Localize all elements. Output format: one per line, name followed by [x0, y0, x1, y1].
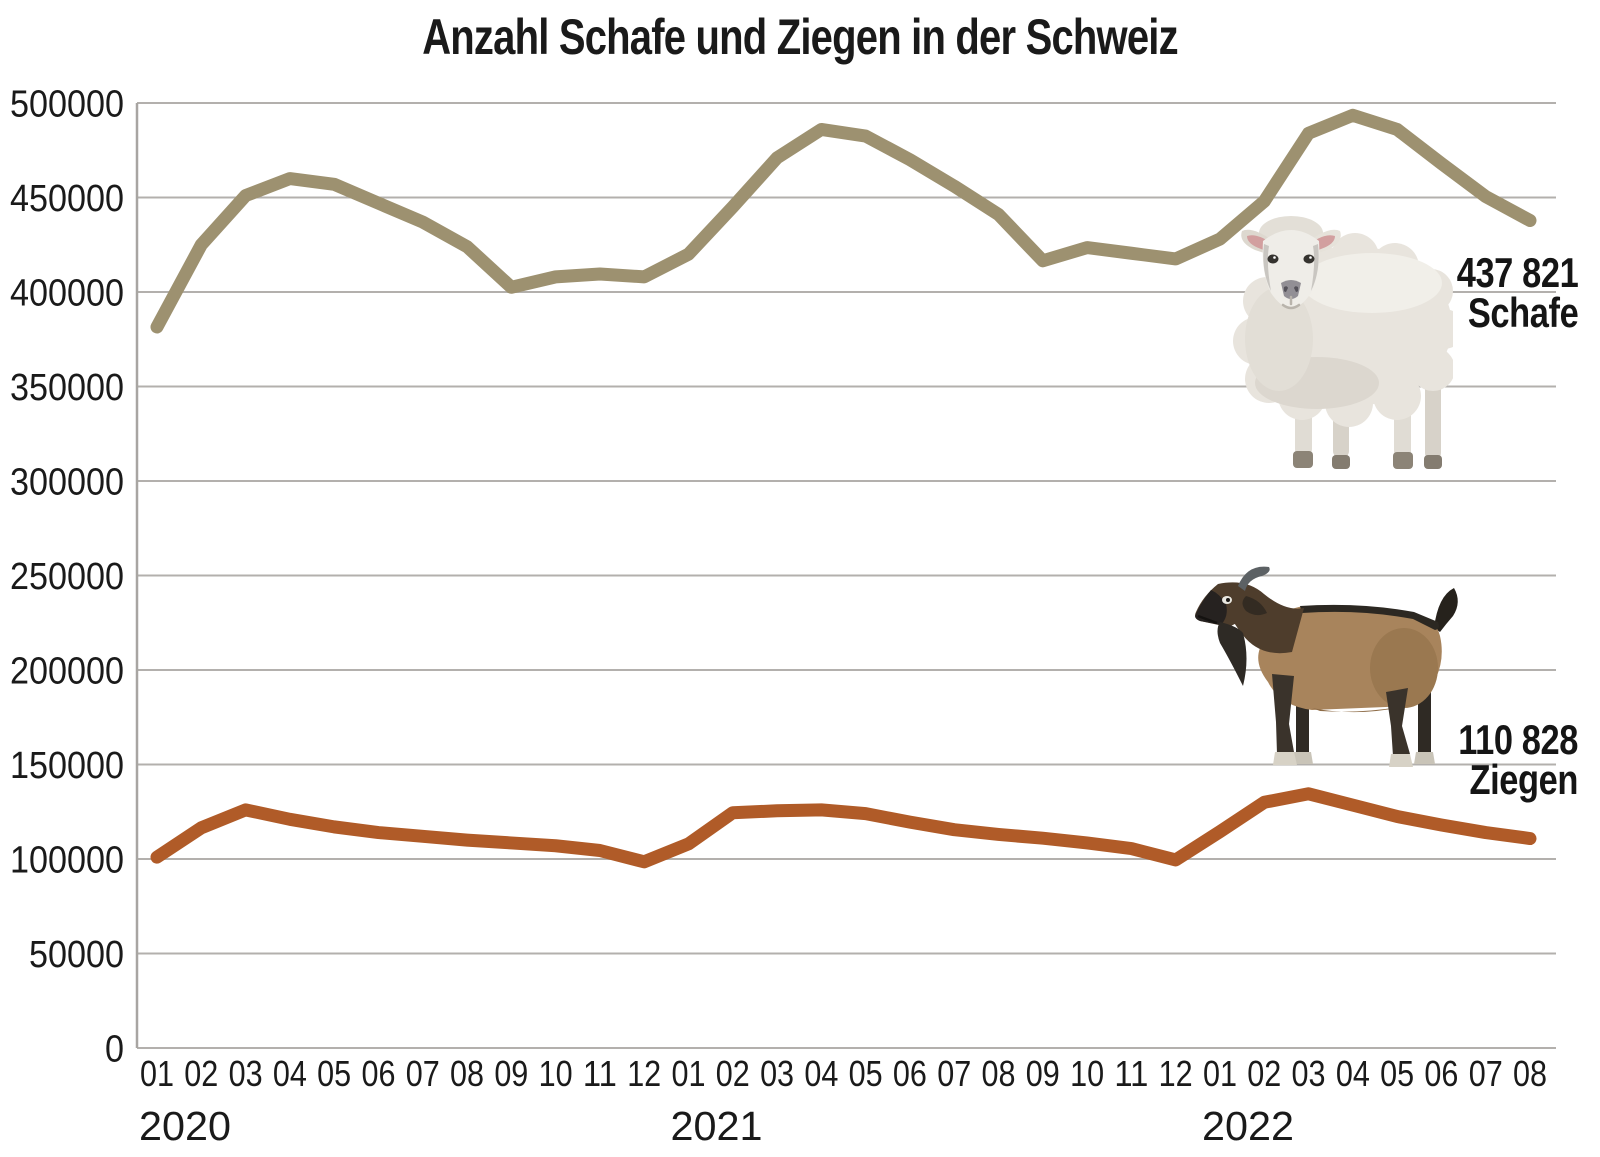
x-tick-label: 04	[273, 1053, 307, 1094]
x-tick-label: 01	[140, 1053, 174, 1094]
y-tick-label: 500000	[10, 84, 124, 126]
x-tick-label: 07	[1469, 1053, 1503, 1094]
goat-count-label: 110 828 Ziegen	[1458, 716, 1578, 803]
series-line-schafe	[150, 108, 1537, 334]
goat-count-series: Ziegen	[1469, 756, 1578, 803]
x-tick-label: 06	[893, 1053, 927, 1094]
x-tick-label: 09	[494, 1053, 528, 1094]
x-tick-label: 11	[1114, 1053, 1148, 1094]
x-tick-label: 08	[982, 1053, 1016, 1094]
goat-illustration	[1195, 566, 1458, 767]
x-tick-label: 06	[361, 1053, 395, 1094]
x-tick-label: 02	[1247, 1053, 1281, 1094]
y-tick-label: 0	[105, 1029, 124, 1071]
x-tick-label: 03	[1292, 1053, 1326, 1094]
x-tick-label: 07	[937, 1053, 971, 1094]
x-tick-label: 05	[1380, 1053, 1414, 1094]
goat-count-value: 110 828	[1458, 716, 1578, 763]
x-tick-label: 08	[450, 1053, 484, 1094]
x-tick-label: 05	[317, 1053, 351, 1094]
sheep-count-label: 437 821 Schafe	[1456, 249, 1579, 336]
x-tick-label: 02	[184, 1053, 218, 1094]
y-tick-label: 150000	[10, 745, 124, 787]
y-tick-label: 300000	[10, 462, 124, 504]
sheep-illustration	[1233, 216, 1453, 469]
x-tick-label: 05	[849, 1053, 883, 1094]
y-tick-label: 200000	[10, 651, 124, 693]
x-tick-label: 10	[539, 1053, 573, 1094]
y-tick-label: 50000	[29, 934, 124, 976]
year-label: 2020	[139, 1103, 231, 1149]
x-tick-label: 04	[1336, 1053, 1370, 1094]
year-label: 2021	[670, 1103, 762, 1149]
x-tick-label: 07	[406, 1053, 440, 1094]
x-tick-label: 01	[671, 1053, 705, 1094]
x-tick-label: 01	[1203, 1053, 1237, 1094]
x-tick-label: 09	[1026, 1053, 1060, 1094]
y-tick-label: 450000	[10, 178, 124, 220]
chart-title: Anzahl Schafe und Ziegen in der Schweiz	[422, 9, 1178, 65]
x-tick-label: 03	[760, 1053, 794, 1094]
y-tick-label: 400000	[10, 273, 124, 315]
x-tick-label: 11	[583, 1053, 617, 1094]
sheep-count-value: 437 821	[1456, 249, 1578, 296]
year-label: 2022	[1202, 1103, 1294, 1149]
x-tick-label: 06	[1424, 1053, 1458, 1094]
x-tick-label: 12	[1159, 1053, 1193, 1094]
x-tick-label: 12	[627, 1053, 661, 1094]
series-line-ziegen	[150, 787, 1537, 869]
y-tick-label: 100000	[10, 840, 124, 882]
y-tick-label: 250000	[10, 556, 124, 598]
x-tick-label: 04	[804, 1053, 838, 1094]
x-tick-label: 10	[1070, 1053, 1104, 1094]
x-tick-label: 03	[229, 1053, 263, 1094]
x-tick-label: 02	[716, 1053, 750, 1094]
sheep-count-series: Schafe	[1467, 289, 1579, 336]
x-tick-label: 08	[1513, 1053, 1547, 1094]
y-tick-label: 350000	[10, 367, 124, 409]
